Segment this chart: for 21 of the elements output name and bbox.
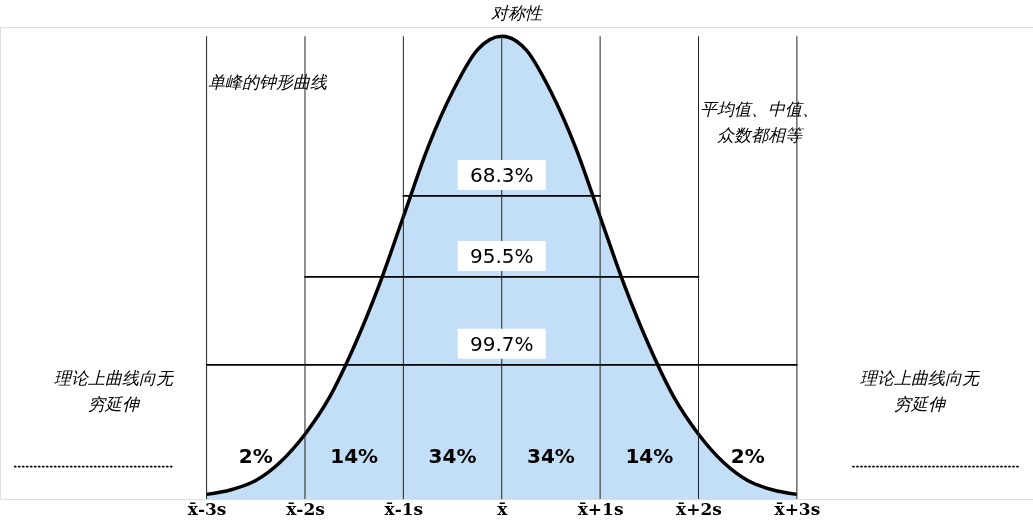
annotation: 34%: [527, 444, 575, 469]
annotation: 14%: [625, 444, 674, 469]
annotation: 95.5%: [469, 243, 534, 268]
annotation: 理论上曲线向无穷延伸: [53, 367, 174, 414]
annotation: 68.3%: [469, 162, 534, 187]
x-tick-label: x̄+3s: [774, 498, 821, 519]
annotation: 14%: [330, 444, 379, 469]
x-tick-label: x̄-3s: [187, 498, 227, 519]
annotation: 2%: [238, 444, 273, 469]
annotation: 单峰的钟形曲线: [208, 71, 329, 92]
x-tick-label: x̄+1s: [577, 498, 624, 519]
x-tick-label: x̄: [497, 498, 509, 519]
x-tick-label: x̄+2s: [676, 498, 722, 519]
annotation: 99.7%: [469, 331, 534, 356]
chart-title: 对称性: [491, 3, 544, 23]
x-tick-label: x̄-2s: [286, 498, 325, 519]
annotation: 34%: [428, 444, 477, 469]
annotation: 平均值、中值、众数都相等: [700, 99, 819, 146]
annotation: 2%: [730, 444, 765, 469]
x-tick-label: x̄-1s: [384, 498, 424, 519]
annotation: 理论上曲线向无穷延伸: [860, 367, 981, 414]
